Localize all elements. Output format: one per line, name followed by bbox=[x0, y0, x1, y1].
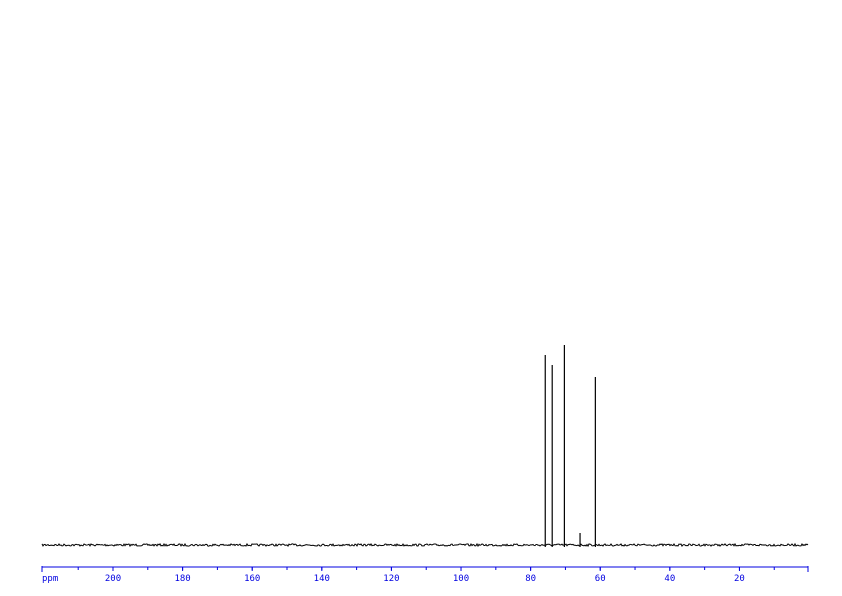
baseline-noise bbox=[41, 542, 809, 548]
x-tick-label: 200 bbox=[105, 574, 121, 584]
x-axis-unit: ppm bbox=[42, 574, 58, 584]
x-tick-label: 160 bbox=[244, 574, 260, 584]
x-tick-label: 180 bbox=[174, 574, 190, 584]
x-tick-label: 120 bbox=[383, 574, 399, 584]
x-axis: ppm 200 180 160 140 120 100 80 60 40 20 bbox=[41, 566, 809, 584]
x-tick-label: 60 bbox=[595, 574, 606, 584]
x-tick-label: 40 bbox=[664, 574, 675, 584]
spectrum-trace bbox=[41, 345, 809, 548]
x-tick-label: 20 bbox=[734, 574, 745, 584]
x-tick-label: 80 bbox=[525, 574, 536, 584]
x-tick-label: 100 bbox=[453, 574, 469, 584]
x-tick-label: 140 bbox=[314, 574, 330, 584]
